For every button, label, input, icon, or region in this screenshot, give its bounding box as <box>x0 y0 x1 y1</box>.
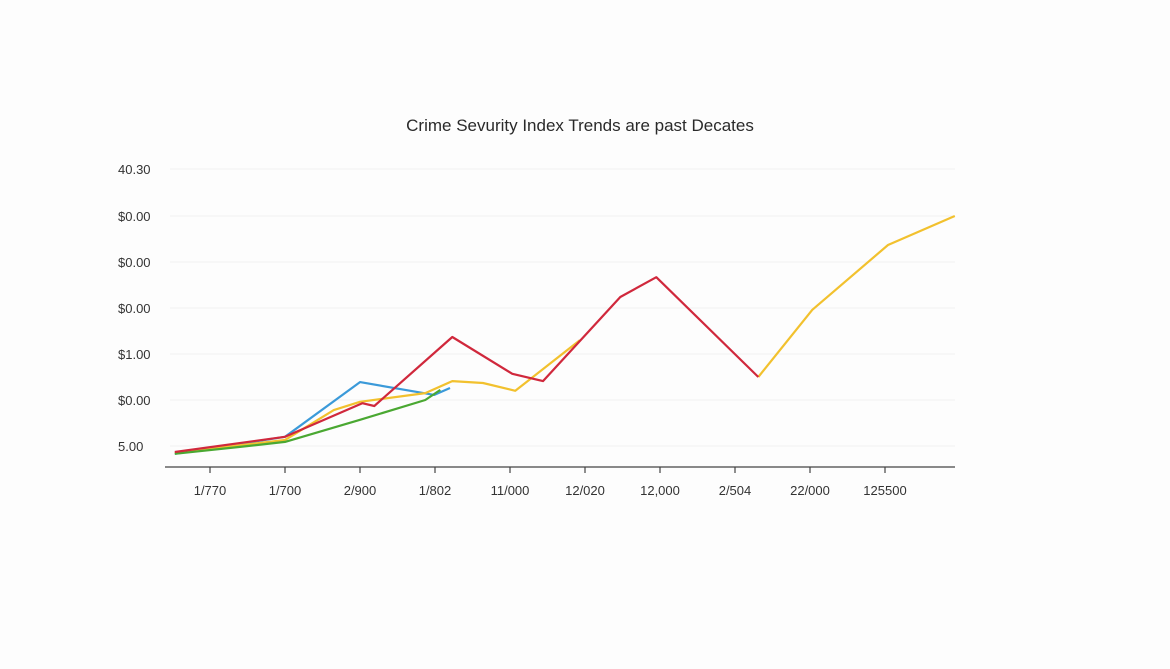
y-tick-label: $0.00 <box>118 209 151 224</box>
series-line-2 <box>174 388 441 455</box>
series-line-1 <box>174 214 956 454</box>
series-line-0 <box>174 381 451 455</box>
y-tick-label: $1.00 <box>118 347 151 362</box>
x-tick-label: 125500 <box>863 483 906 498</box>
y-tick-label: 40.30 <box>118 162 151 177</box>
x-tick-label: 12/020 <box>565 483 605 498</box>
y-tick-label: $0.00 <box>118 393 151 408</box>
x-tick-label: 22/000 <box>790 483 830 498</box>
x-tick-label: 11/000 <box>491 483 530 498</box>
y-tick-label: 5.00 <box>118 439 143 454</box>
x-tick-label: 1/802 <box>419 483 452 498</box>
x-tick-label: 2/900 <box>344 483 377 498</box>
y-tick-label: $0.00 <box>118 301 151 316</box>
x-tick-label: 12,000 <box>640 483 680 498</box>
y-tick-label: $0.00 <box>118 255 151 270</box>
x-tick-label: 2/504 <box>719 483 752 498</box>
x-tick-label: 1/770 <box>194 483 227 498</box>
series-line-3 <box>174 276 760 454</box>
chart-title: Crime Sevurity Index Trends are past Dec… <box>406 116 754 135</box>
x-tick-label: 1/700 <box>269 483 302 498</box>
